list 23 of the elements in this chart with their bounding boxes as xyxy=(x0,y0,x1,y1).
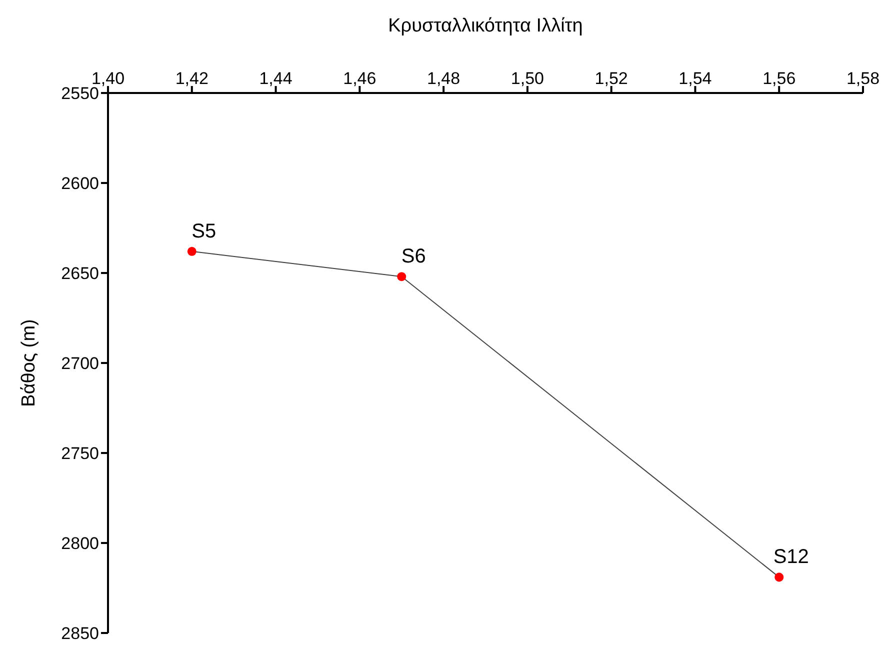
x-tick-label: 1,46 xyxy=(343,69,376,88)
point xyxy=(187,246,196,256)
annotation: S6 xyxy=(401,246,426,268)
annotation: S12 xyxy=(773,546,809,568)
x-tick-label: 1,56 xyxy=(762,69,796,88)
x-tick-label: 1,54 xyxy=(678,69,712,88)
x-tick-label: 1,58 xyxy=(846,69,880,88)
x-axis-title: Κρυσταλλικότητα Ιλλίτη xyxy=(388,15,583,36)
y-tick-label: 2700 xyxy=(61,354,99,374)
y-tick-label: 2850 xyxy=(61,624,99,644)
y-tick-label: 2650 xyxy=(61,264,99,284)
x-tick-label: 1,50 xyxy=(510,69,544,88)
point xyxy=(397,272,406,282)
y-tick-label: 2600 xyxy=(61,174,99,194)
x-tick-label: 1,48 xyxy=(427,69,460,88)
x-tick-label: 1,52 xyxy=(594,69,628,88)
y-axis-title: Βάθος (m) xyxy=(18,319,40,407)
x-tick-label: 1,44 xyxy=(259,69,292,88)
y-tick-label: 2800 xyxy=(61,534,99,554)
x-tick-label: 1,42 xyxy=(175,69,208,88)
y-tick-label: 2750 xyxy=(61,444,99,464)
annotation: S5 xyxy=(192,220,216,242)
point xyxy=(774,572,784,582)
